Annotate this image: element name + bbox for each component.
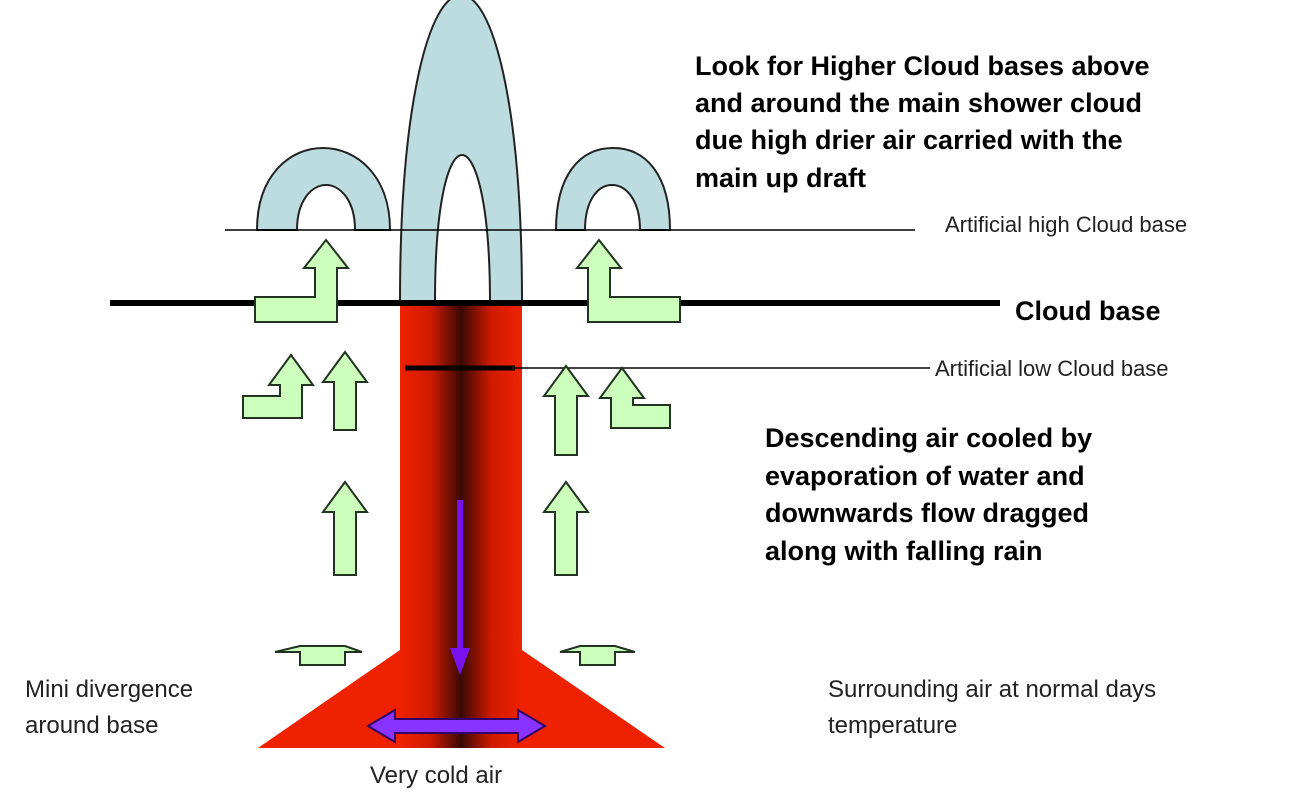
label: Artificial high Cloud base: [945, 212, 1187, 237]
label: Mini divergence: [25, 676, 193, 703]
note-line: Descending air cooled by: [765, 423, 1092, 453]
bent-arrow: [574, 238, 681, 323]
down-arrow-head: [450, 648, 470, 675]
label: Very cold air: [370, 762, 502, 789]
bent-arrow: [242, 353, 315, 419]
up-arrow: [542, 480, 590, 576]
note-line: evaporation of water and: [765, 461, 1085, 491]
bent-arrow: [598, 366, 671, 429]
up-arrow: [321, 480, 369, 576]
note-line: and around the main shower cloud: [695, 88, 1142, 118]
up-arrow: [542, 364, 590, 456]
left-cloud: [255, 146, 392, 231]
mini-arrow: [274, 645, 363, 666]
bent-arrow: [254, 238, 351, 323]
note-line: main up draft: [695, 163, 866, 193]
note-line: downwards flow dragged: [765, 498, 1089, 528]
note-line: Look for Higher Cloud bases above: [695, 51, 1150, 81]
note-line: due high drier air carried with the: [695, 125, 1123, 155]
mini-arrow: [559, 645, 636, 666]
right-cloud: [554, 146, 672, 231]
label: temperature: [828, 712, 957, 739]
label: Artificial low Cloud base: [935, 356, 1169, 381]
label: Cloud base: [1015, 296, 1161, 326]
note-line: along with falling rain: [765, 536, 1043, 566]
label: around base: [25, 712, 158, 739]
up-arrow: [321, 350, 369, 431]
label: Surrounding air at normal days: [828, 676, 1156, 703]
divergence-arrow: [366, 708, 547, 744]
main-cloud: [398, 0, 524, 303]
